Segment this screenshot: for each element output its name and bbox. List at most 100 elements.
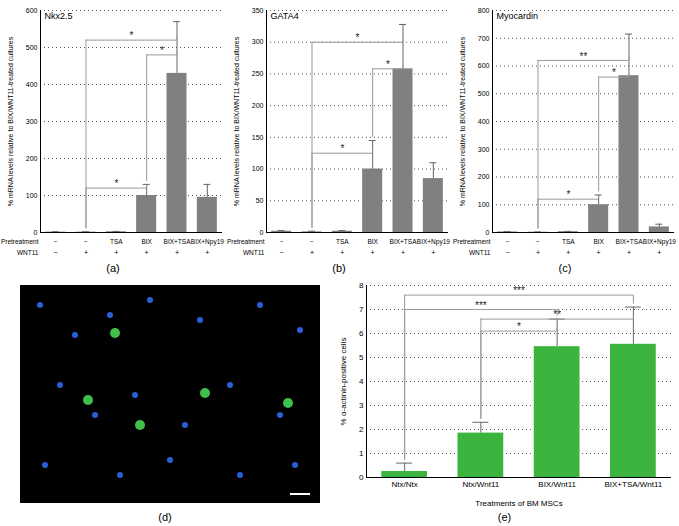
svg-text:*: * xyxy=(517,321,521,332)
svg-text:+: + xyxy=(597,249,601,256)
svg-text:5: 5 xyxy=(359,353,364,362)
svg-text:Pretreatment: Pretreatment xyxy=(1,238,39,245)
svg-text:6: 6 xyxy=(359,329,364,338)
svg-text:*: * xyxy=(130,30,134,41)
svg-text:7: 7 xyxy=(359,305,364,314)
svg-text:200: 200 xyxy=(478,173,490,180)
svg-text:3: 3 xyxy=(359,401,364,410)
svg-text:***: *** xyxy=(475,300,487,311)
svg-text:350: 350 xyxy=(252,7,264,14)
svg-text:−: − xyxy=(280,238,284,245)
svg-text:*: * xyxy=(356,32,360,43)
svg-text:400: 400 xyxy=(478,118,490,125)
svg-text:100: 100 xyxy=(252,165,264,172)
svg-text:BIX+TSA: BIX+TSA xyxy=(390,238,418,245)
svg-text:200: 200 xyxy=(26,155,38,162)
svg-text:+: + xyxy=(145,249,149,256)
svg-text:+: + xyxy=(340,249,344,256)
svg-text:Pretreatment: Pretreatment xyxy=(227,238,265,245)
svg-text:BIX+TSA: BIX+TSA xyxy=(616,238,644,245)
svg-text:*: * xyxy=(160,45,164,56)
svg-text:400: 400 xyxy=(26,81,38,88)
svg-text:0: 0 xyxy=(359,473,364,482)
svg-text:BIX: BIX xyxy=(141,238,152,245)
svg-text:BIX: BIX xyxy=(367,238,378,245)
svg-text:700: 700 xyxy=(478,34,490,41)
svg-text:−: − xyxy=(54,238,58,245)
svg-text:100: 100 xyxy=(26,192,38,199)
svg-text:WNT11: WNT11 xyxy=(243,249,265,256)
svg-text:−: − xyxy=(84,238,88,245)
svg-text:BIX: BIX xyxy=(593,238,604,245)
svg-text:100: 100 xyxy=(478,201,490,208)
svg-text:+: + xyxy=(310,249,314,256)
svg-text:*: * xyxy=(340,143,344,154)
svg-text:+: + xyxy=(114,249,118,256)
svg-text:+: + xyxy=(205,249,209,256)
svg-text:150: 150 xyxy=(252,134,264,141)
svg-text:Treatments of BM MSCs: Treatments of BM MSCs xyxy=(475,499,562,508)
svg-text:−: − xyxy=(536,238,540,245)
svg-text:500: 500 xyxy=(26,44,38,51)
svg-text:% mRNA levels relative to BIX/: % mRNA levels relative to BIX/WNT11-trea… xyxy=(7,36,14,206)
svg-text:Ntx/Ntx: Ntx/Ntx xyxy=(392,480,418,489)
svg-text:−: − xyxy=(506,238,510,245)
svg-text:0: 0 xyxy=(260,229,264,236)
svg-text:−: − xyxy=(310,238,314,245)
svg-text:BIX+TSA/Wnt11: BIX+TSA/Wnt11 xyxy=(604,480,662,489)
svg-text:WNT11: WNT11 xyxy=(17,249,39,256)
svg-text:+: + xyxy=(175,249,179,256)
svg-text:4: 4 xyxy=(359,377,364,386)
svg-text:Pretreatment: Pretreatment xyxy=(453,238,491,245)
svg-text:300: 300 xyxy=(26,118,38,125)
svg-text:+: + xyxy=(566,249,570,256)
svg-text:Nkx2.5: Nkx2.5 xyxy=(45,11,73,21)
svg-text:+: + xyxy=(84,249,88,256)
svg-text:*: * xyxy=(566,189,570,200)
svg-text:***: *** xyxy=(513,285,525,296)
svg-text:300: 300 xyxy=(478,145,490,152)
svg-text:+: + xyxy=(657,249,661,256)
svg-text:Ntx/Wnt11: Ntx/Wnt11 xyxy=(463,480,500,489)
svg-text:−: − xyxy=(506,249,510,256)
svg-text:8: 8 xyxy=(359,281,364,290)
svg-text:250: 250 xyxy=(252,70,264,77)
svg-text:*: * xyxy=(386,59,390,70)
svg-text:800: 800 xyxy=(478,7,490,14)
svg-text:600: 600 xyxy=(478,62,490,69)
svg-text:2: 2 xyxy=(359,425,364,434)
svg-text:**: ** xyxy=(553,309,561,320)
svg-text:BIX+Npy19: BIX+Npy19 xyxy=(191,238,224,246)
svg-text:*: * xyxy=(114,178,118,189)
svg-text:0: 0 xyxy=(34,229,38,236)
svg-text:+: + xyxy=(627,249,631,256)
svg-text:300: 300 xyxy=(252,38,264,45)
svg-text:GATA4: GATA4 xyxy=(271,11,299,21)
svg-text:+: + xyxy=(371,249,375,256)
svg-text:500: 500 xyxy=(478,90,490,97)
svg-text:BIX+Npy19: BIX+Npy19 xyxy=(643,238,676,246)
svg-text:1: 1 xyxy=(359,449,364,458)
svg-text:% mRNA levels relative to BIX/: % mRNA levels relative to BIX/WNT11-trea… xyxy=(233,36,240,206)
svg-text:% mRNA levels relative to BIX/: % mRNA levels relative to BIX/WNT11-trea… xyxy=(459,36,466,206)
svg-text:BIX+Npy19: BIX+Npy19 xyxy=(417,238,450,246)
svg-text:Myocardin: Myocardin xyxy=(497,11,539,21)
svg-text:BIX+TSA: BIX+TSA xyxy=(164,238,192,245)
svg-text:200: 200 xyxy=(252,102,264,109)
svg-text:*: * xyxy=(612,67,616,78)
svg-text:0: 0 xyxy=(486,229,490,236)
svg-text:TSA: TSA xyxy=(562,238,575,245)
svg-text:−: − xyxy=(280,249,284,256)
svg-text:−: − xyxy=(54,249,58,256)
svg-text:WNT11: WNT11 xyxy=(469,249,491,256)
svg-text:TSA: TSA xyxy=(110,238,123,245)
svg-text:600: 600 xyxy=(26,7,38,14)
svg-text:+: + xyxy=(401,249,405,256)
svg-text:**: ** xyxy=(580,51,588,62)
svg-text:TSA: TSA xyxy=(336,238,349,245)
svg-text:% α-actinin-positive cells: % α-actinin-positive cells xyxy=(339,338,348,426)
svg-text:+: + xyxy=(431,249,435,256)
svg-text:+: + xyxy=(536,249,540,256)
svg-text:50: 50 xyxy=(256,197,264,204)
svg-text:BIX/Wnt11: BIX/Wnt11 xyxy=(538,480,576,489)
